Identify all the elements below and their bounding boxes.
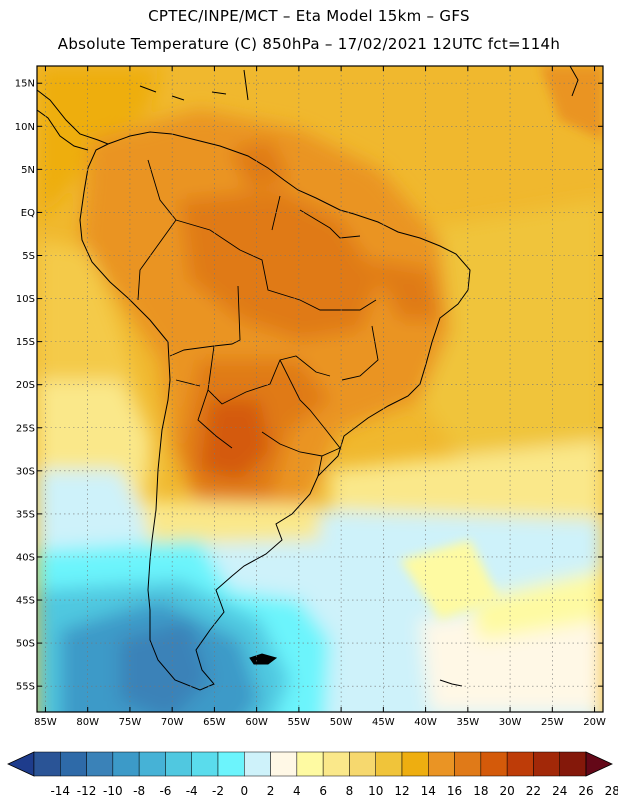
colorbar-label: 16 xyxy=(447,784,462,798)
colorbar-segment xyxy=(322,751,350,777)
lon-tick-label: 25W xyxy=(541,717,564,728)
lon-tick-label: 35W xyxy=(457,717,480,728)
lon-tick-label: 60W xyxy=(245,717,268,728)
colorbar-arrow-left xyxy=(7,751,35,777)
lat-tick-label: 45S xyxy=(16,596,35,607)
colorbar-segment xyxy=(191,751,219,777)
latitude-labels: 15N 10N 5N EQ 5S 10S 15S 20S 25S 30S 35S 40S 45S 50S 5… xyxy=(15,79,35,693)
colorbar-label: 6 xyxy=(319,784,327,798)
map-frame xyxy=(36,65,604,713)
colorbar-segment xyxy=(165,751,192,777)
colorbar-label: 24 xyxy=(552,784,567,798)
colorbar-label: 26 xyxy=(578,784,593,798)
coastline-south-georgia xyxy=(439,679,463,687)
lat-tick-label: 10N xyxy=(15,122,35,133)
field-south-transition xyxy=(140,500,320,545)
lat-tick-label: 5S xyxy=(22,251,35,262)
colorbar-label: -14 xyxy=(50,784,70,798)
colorbar-segment xyxy=(60,751,87,777)
lat-tick-label: 5N xyxy=(21,165,35,176)
field-se-atlantic xyxy=(420,600,603,712)
lon-tick-label: 20W xyxy=(583,717,606,728)
coastline-caribbean-islands xyxy=(139,66,579,101)
lon-tick-label: 50W xyxy=(330,717,353,728)
colorbar-segment xyxy=(480,751,508,777)
coastline-central-america xyxy=(37,89,109,151)
colorbar-label: 12 xyxy=(394,784,409,798)
colorbar-segment xyxy=(33,751,61,777)
colorbar-label: -12 xyxy=(77,784,97,798)
field-northeast-hot xyxy=(370,260,440,320)
colorbar-label: 2 xyxy=(267,784,275,798)
colorbar-label: 18 xyxy=(473,784,488,798)
colorbar-label: 10 xyxy=(368,784,383,798)
colorbar-segment xyxy=(112,751,140,777)
lat-tick-label: 25S xyxy=(16,423,35,434)
field-se-atlantic-warm xyxy=(470,570,603,640)
lon-tick-label: 85W xyxy=(34,717,57,728)
lat-tick-label: 20S xyxy=(16,380,35,391)
lon-tick-label: 45W xyxy=(372,717,395,728)
colorbar-segment xyxy=(296,751,324,777)
colorbar-label: 4 xyxy=(293,784,301,798)
colorbar-segment xyxy=(533,751,560,777)
field-chaco-core xyxy=(200,400,270,480)
title-line-2: Absolute Temperature (C) 850hPa – 17/02/… xyxy=(57,35,561,53)
colorbar-label: 28 xyxy=(605,784,618,798)
lat-lon-grid xyxy=(37,66,603,712)
lon-tick-label: 40W xyxy=(414,717,437,728)
colorbar-label: -2 xyxy=(212,784,224,798)
field-patagonia-coldest xyxy=(120,620,210,712)
colorbar-label: -6 xyxy=(159,784,171,798)
colorbar-label: 8 xyxy=(346,784,354,798)
lon-tick-label: 70W xyxy=(161,717,184,728)
lat-tick-label: 15S xyxy=(16,337,35,348)
field-atlantic xyxy=(420,200,603,470)
lat-tick-label: 55S xyxy=(16,682,35,693)
lat-tick-label: 30S xyxy=(16,466,35,477)
colorbar-segment xyxy=(401,751,429,777)
colorbar-label: 20 xyxy=(500,784,515,798)
colorbar-segment xyxy=(506,751,534,777)
colorbar-segment xyxy=(454,751,482,777)
field-caribbean-warm xyxy=(540,66,603,140)
lon-tick-label: 65W xyxy=(203,717,226,728)
colorbar-segment xyxy=(428,751,455,777)
longitude-labels: 85W 80W 75W 70W 65W 60W 55W 50W 45W 40W 35W 30W 25W 2… xyxy=(34,717,606,728)
colorbar-segment xyxy=(138,751,166,777)
colorbar-label: -8 xyxy=(133,784,145,798)
lat-tick-label: 10S xyxy=(16,294,35,305)
lat-tick-label: 40S xyxy=(16,552,35,563)
lon-tick-label: 80W xyxy=(76,717,99,728)
title-line-1: CPTEC/INPE/MCT – Eta Model 15km – GFS xyxy=(148,7,470,25)
lat-tick-label: EQ xyxy=(21,208,35,219)
lat-tick-label: 15N xyxy=(15,79,35,90)
colorbar-label: 14 xyxy=(421,784,436,798)
colorbar-label: -10 xyxy=(103,784,123,798)
colorbar-segment xyxy=(349,751,376,777)
lat-tick-label: 35S xyxy=(16,509,35,520)
colorbar-segment xyxy=(86,751,114,777)
colorbar-arrow-right xyxy=(585,751,613,777)
field-north-hot xyxy=(230,140,290,190)
temperature-field xyxy=(37,66,603,712)
colorbar-segment xyxy=(217,751,245,777)
lat-tick-label: 50S xyxy=(16,639,35,650)
coastline-south-america xyxy=(79,131,471,691)
colorbar-label: 22 xyxy=(526,784,541,798)
colorbar: -14 -12 -10 -8 -6 -4 -2 0 2 4 6 8 10 12 14 16 18 20 22 24 26… xyxy=(7,751,618,798)
colorbar-segment xyxy=(559,751,587,777)
colorbar-segment xyxy=(244,751,271,777)
lon-tick-label: 55W xyxy=(288,717,311,728)
colorbar-segment xyxy=(270,751,298,777)
lon-tick-label: 75W xyxy=(119,717,142,728)
lon-tick-label: 30W xyxy=(499,717,522,728)
country-borders xyxy=(137,159,379,477)
colorbar-label: -4 xyxy=(186,784,198,798)
colorbar-label: 0 xyxy=(240,784,248,798)
colorbar-segment xyxy=(375,751,403,777)
